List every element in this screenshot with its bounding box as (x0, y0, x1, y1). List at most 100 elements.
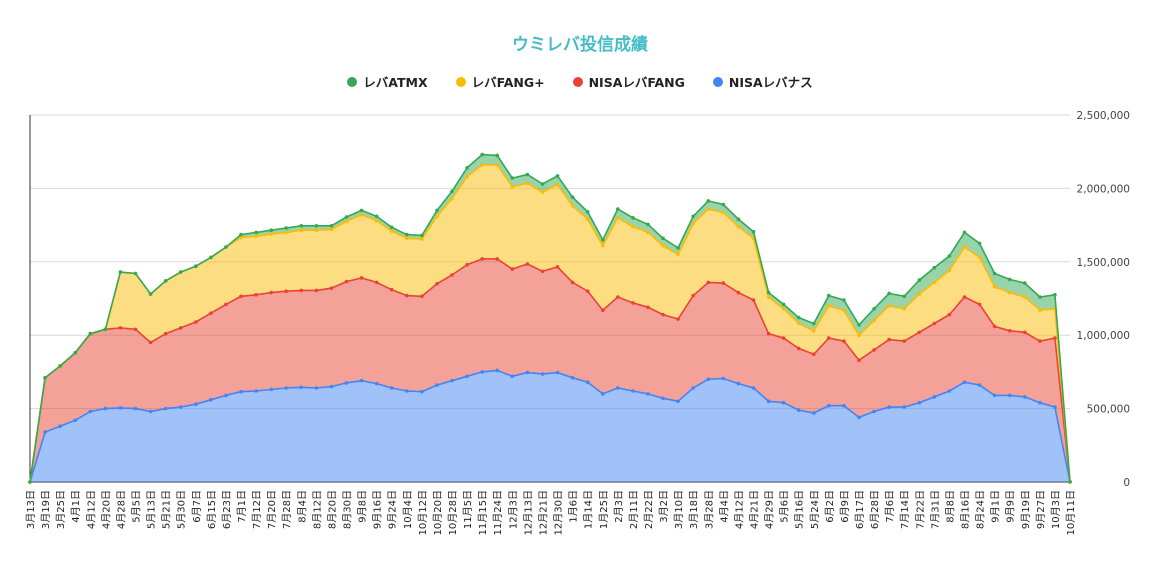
x-tick-label: 2月22日 (643, 490, 655, 529)
data-point (525, 370, 530, 375)
data-point (691, 293, 695, 298)
x-tick-label: 5月5日 (131, 490, 143, 523)
area-NISAレバFANG (30, 258, 1070, 482)
data-point (902, 307, 906, 311)
data-point (992, 271, 997, 276)
data-point (751, 229, 756, 234)
data-point (932, 395, 937, 399)
data-point (857, 358, 861, 363)
x-tick-label: 8月16日 (960, 490, 972, 529)
y-tick-label: 0 (1123, 477, 1130, 489)
data-point (781, 302, 786, 307)
data-point (766, 290, 771, 295)
data-point (736, 381, 741, 386)
data-point (570, 195, 575, 199)
x-tick-label: 7月1日 (236, 490, 248, 523)
x-tick-label: 9月8日 (357, 490, 369, 523)
data-point (812, 411, 816, 415)
data-point (601, 243, 605, 248)
data-point (646, 392, 650, 396)
x-tick-label: 12月30日 (553, 490, 565, 535)
data-point (1038, 295, 1042, 299)
data-point (691, 221, 695, 226)
data-point (947, 312, 952, 317)
data-point (977, 241, 982, 246)
legend-item-fang-plus[interactable]: レバFANG+ (455, 72, 545, 91)
legend-label-nisa-fang: NISAレバFANG (588, 75, 685, 90)
x-tick-label: 7月12日 (251, 490, 263, 529)
data-point (842, 403, 846, 408)
data-point (796, 408, 801, 412)
data-point (706, 207, 711, 211)
x-tick-label: 11月5日 (462, 490, 474, 529)
x-tick-label: 7月20日 (266, 490, 278, 529)
data-point (495, 153, 500, 158)
x-tick-label: 9月19日 (1020, 490, 1032, 529)
series-line-NISAレバFANG (29, 258, 1071, 483)
data-point (209, 311, 213, 316)
data-point (721, 210, 726, 215)
x-tick-label: 11月24日 (492, 490, 504, 535)
x-tick-label: 10月12日 (417, 490, 429, 535)
x-tick-label: 1月6日 (568, 490, 580, 523)
data-point (58, 364, 62, 368)
data-point (540, 372, 545, 376)
data-point (962, 295, 967, 299)
data-point (329, 227, 334, 232)
legend-swatch-nisa-fang (572, 76, 583, 87)
x-tick-label: 6月28日 (869, 490, 881, 529)
data-point (510, 267, 515, 271)
y-tick-label: 1,000,000 (1077, 330, 1130, 342)
series-line-NISAレバナス (29, 369, 1071, 483)
x-tick-label: 9月16日 (372, 490, 384, 529)
data-point (827, 304, 831, 308)
x-tick-label: 5月30日 (176, 490, 188, 529)
data-point (631, 301, 635, 305)
data-point (540, 269, 545, 274)
data-point (601, 392, 605, 396)
x-tick-label: 4月12日 (85, 490, 97, 529)
legend-item-nisa-nas[interactable]: NISAレバナス (712, 72, 813, 91)
data-point (646, 305, 650, 310)
data-point (239, 294, 243, 299)
data-point (450, 189, 454, 194)
data-point (570, 280, 575, 285)
data-point (525, 172, 530, 177)
data-point (917, 292, 922, 296)
x-tick-label: 3月18日 (688, 490, 700, 529)
data-point (872, 409, 876, 414)
x-tick-label: 3月13日 (25, 490, 37, 529)
data-point (28, 480, 32, 484)
data-point (962, 380, 967, 385)
data-point (601, 238, 605, 242)
x-tick-label: 7月14日 (899, 490, 911, 529)
data-point (420, 294, 424, 299)
data-point (1023, 330, 1027, 335)
data-point (721, 376, 726, 381)
data-point (992, 393, 997, 398)
data-point (540, 190, 545, 194)
data-point (631, 216, 635, 220)
data-point (661, 312, 665, 317)
data-point (465, 374, 469, 379)
data-point (344, 215, 349, 219)
data-point (43, 376, 47, 380)
x-tick-label: 5月6日 (779, 490, 791, 523)
x-tick-label: 5月21日 (161, 490, 173, 529)
data-point (435, 282, 439, 286)
x-tick-label: 3月10日 (673, 490, 685, 529)
data-point (962, 245, 967, 249)
data-point (947, 389, 952, 393)
data-point (1053, 293, 1057, 297)
data-point (103, 406, 108, 411)
legend-item-atmx[interactable]: レバATMX (347, 72, 428, 91)
data-point (902, 294, 906, 299)
data-point (73, 418, 77, 423)
data-point (857, 323, 861, 327)
data-point (435, 208, 439, 213)
data-point (224, 302, 228, 307)
legend-item-nisa-fang[interactable]: NISAレバFANG (572, 72, 685, 91)
x-tick-label: 10月20日 (432, 490, 444, 535)
data-point (420, 237, 424, 241)
data-point (706, 199, 711, 203)
